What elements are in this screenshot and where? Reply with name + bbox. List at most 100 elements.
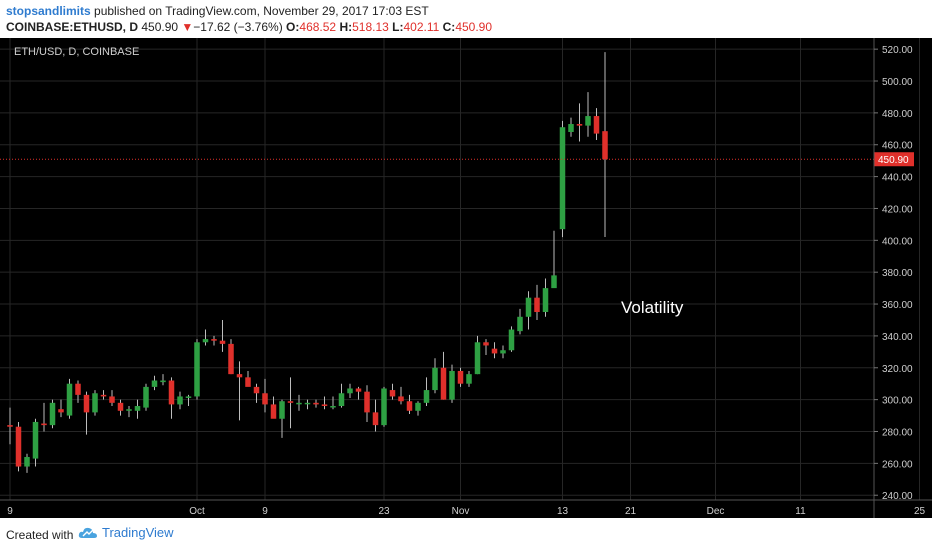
published-text: published on TradingView.com, November 2… bbox=[94, 4, 429, 18]
candle-body bbox=[551, 275, 557, 289]
symbol-label: COINBASE:ETHUSD, D bbox=[6, 20, 139, 34]
candle-body bbox=[58, 409, 64, 413]
candle-body bbox=[406, 401, 413, 411]
candle-body bbox=[491, 348, 498, 354]
y-tick-label: 340.00 bbox=[882, 332, 913, 343]
candle-body bbox=[7, 425, 13, 427]
y-tick-label: 380.00 bbox=[882, 268, 913, 279]
publish-info: stopsandlimits published on TradingView.… bbox=[6, 4, 429, 18]
candle-body bbox=[100, 394, 107, 397]
candle-body bbox=[398, 396, 404, 402]
y-tick-label: 460.00 bbox=[882, 141, 913, 152]
down-arrow-icon: ▼ bbox=[181, 20, 194, 34]
candle-body bbox=[389, 390, 396, 397]
candlestick-chart[interactable]: 450.90 240.00 260.00 280.00 300.00 320.00 340… bbox=[0, 38, 932, 518]
candle-body bbox=[449, 370, 455, 400]
candle-body bbox=[593, 116, 600, 134]
candle-body bbox=[500, 350, 506, 354]
candle-body bbox=[559, 127, 566, 230]
close-value: 450.90 bbox=[455, 20, 493, 34]
candle-body bbox=[245, 377, 251, 387]
candle-body bbox=[568, 124, 574, 132]
candle-body bbox=[168, 380, 175, 405]
candle-body bbox=[415, 402, 421, 411]
close-label: C: bbox=[442, 20, 456, 34]
candle-body bbox=[228, 343, 234, 375]
last-price-tag-label: 450.90 bbox=[878, 155, 909, 166]
last-price-line: 450.90 bbox=[0, 152, 914, 167]
y-tick-label: 320.00 bbox=[882, 364, 913, 375]
candle-body bbox=[372, 412, 379, 426]
y-tick-label: 360.00 bbox=[882, 300, 913, 311]
candle-body bbox=[279, 401, 285, 419]
y-tick-label: 300.00 bbox=[882, 396, 913, 407]
y-tick-label: 280.00 bbox=[882, 427, 913, 438]
chart-area[interactable]: 450.90 240.00 260.00 280.00 300.00 320.00 340… bbox=[0, 38, 932, 518]
last-price: 450.90 bbox=[141, 20, 179, 34]
low-value: 402.11 bbox=[403, 20, 440, 34]
candle-body bbox=[508, 329, 515, 351]
volatility-annotation: Volatility bbox=[621, 298, 684, 317]
candle-body bbox=[381, 388, 387, 426]
candle-body bbox=[253, 386, 260, 394]
ohlc-line: COINBASE:ETHUSD, D 450.90 ▼−17.62 (−3.76… bbox=[6, 20, 492, 34]
x-tick-label: 13 bbox=[557, 506, 569, 517]
candle-body bbox=[432, 367, 438, 391]
candle-body bbox=[296, 402, 302, 405]
price-change: −17.62 (−3.76%) bbox=[193, 20, 283, 34]
candle-body bbox=[304, 402, 311, 405]
candle-body bbox=[83, 394, 90, 413]
candle-body bbox=[423, 390, 430, 403]
candle-body bbox=[474, 342, 481, 375]
candle-body bbox=[262, 393, 268, 405]
cloud-logo-icon bbox=[78, 527, 97, 538]
x-tick-label: 9 bbox=[262, 506, 268, 517]
y-tick-label: 420.00 bbox=[882, 204, 913, 215]
open-label: O: bbox=[286, 20, 300, 34]
candle-body bbox=[202, 339, 209, 343]
brand-name: TradingView bbox=[102, 525, 174, 540]
candle-body bbox=[41, 423, 47, 426]
candle-body bbox=[15, 426, 22, 467]
y-tick-label: 260.00 bbox=[882, 459, 913, 470]
candle-body bbox=[49, 402, 56, 426]
candle-body bbox=[313, 402, 319, 405]
low-label: L: bbox=[392, 20, 404, 34]
candle-body bbox=[517, 316, 523, 332]
candle-body bbox=[542, 288, 549, 313]
author-link[interactable]: stopsandlimits bbox=[6, 4, 91, 18]
candle-body bbox=[126, 409, 132, 411]
candle-body bbox=[330, 406, 336, 408]
chart-header: stopsandlimits published on TradingView.… bbox=[0, 0, 932, 38]
candle-body bbox=[338, 393, 345, 407]
x-tick-label: Nov bbox=[452, 506, 470, 517]
candle-body bbox=[219, 340, 226, 344]
candle-body bbox=[483, 342, 489, 346]
footer: Created with TradingView bbox=[0, 518, 932, 550]
candle-body bbox=[466, 374, 472, 384]
y-tick-label: 500.00 bbox=[882, 77, 913, 88]
tradingview-brand[interactable]: TradingView bbox=[78, 525, 174, 540]
candle-body bbox=[585, 116, 591, 126]
y-tick-label: 440.00 bbox=[882, 173, 913, 184]
candle-body bbox=[321, 404, 328, 407]
candle-body bbox=[534, 297, 540, 313]
candle-body bbox=[109, 396, 115, 403]
candle-body bbox=[576, 124, 583, 126]
candle-body bbox=[143, 386, 149, 408]
time-axis[interactable]: 9 Oct 9 23 Nov 13 21 Dec 11 25 bbox=[0, 499, 932, 517]
candle-body bbox=[75, 383, 81, 395]
candle-body bbox=[92, 393, 98, 413]
candle-body bbox=[440, 367, 447, 400]
candle-body bbox=[525, 297, 532, 317]
candle-body bbox=[134, 406, 141, 411]
x-tick-label: Dec bbox=[707, 506, 725, 517]
candle-body bbox=[457, 370, 464, 384]
price-axis[interactable]: 240.00 260.00 280.00 300.00 320.00 340.00 360.… bbox=[873, 38, 913, 518]
candle-body bbox=[194, 342, 200, 397]
candles bbox=[7, 52, 608, 473]
candle-body bbox=[151, 380, 158, 387]
high-label: H: bbox=[339, 20, 353, 34]
candle-body bbox=[117, 402, 124, 411]
candle-body bbox=[270, 404, 277, 419]
